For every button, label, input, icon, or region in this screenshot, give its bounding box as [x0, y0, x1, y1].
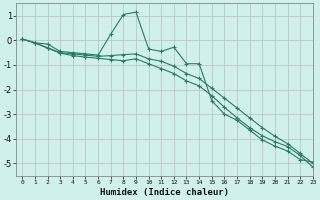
X-axis label: Humidex (Indice chaleur): Humidex (Indice chaleur): [100, 188, 229, 197]
